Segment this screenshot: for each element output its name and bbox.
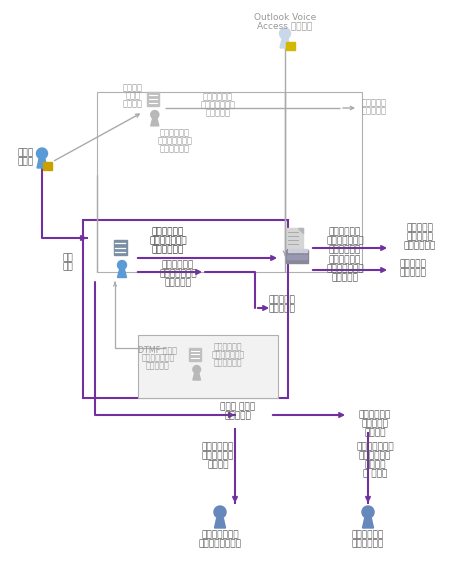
- Circle shape: [151, 110, 159, 118]
- Text: されていない: されていない: [329, 246, 361, 255]
- Text: ルバックを備え: ルバックを備え: [141, 354, 175, 362]
- Text: の呼び出し: の呼び出し: [407, 232, 433, 242]
- Text: 音声: 音声: [63, 254, 74, 263]
- Bar: [298, 249, 302, 252]
- Text: 内線番号が構成: 内線番号が構成: [201, 101, 235, 109]
- Bar: [286, 250, 308, 263]
- Bar: [83, 220, 288, 398]
- Bar: [293, 249, 297, 252]
- Text: オペレータの: オペレータの: [152, 228, 184, 236]
- Circle shape: [362, 506, 374, 518]
- Circle shape: [193, 366, 201, 373]
- Text: 内線番号が構成: 内線番号が構成: [326, 236, 364, 246]
- Text: にダイヤル: にダイヤル: [400, 269, 427, 278]
- Text: オペレータの: オペレータの: [160, 128, 190, 137]
- Text: 内線番号が構成: 内線番号が構成: [212, 351, 244, 359]
- Text: 発信者がボイス: 発信者がボイス: [356, 443, 394, 451]
- Bar: [43, 162, 52, 170]
- Text: ０ を押す: ０ を押す: [363, 470, 387, 478]
- Polygon shape: [37, 159, 47, 168]
- Text: DTMF フォー: DTMF フォー: [138, 346, 177, 355]
- Text: 発信者がボイス: 発信者がボイス: [201, 531, 239, 539]
- Text: 発信者から: 発信者から: [407, 224, 433, 232]
- Text: されている: されている: [332, 274, 358, 282]
- Text: オペレータの: オペレータの: [329, 255, 361, 264]
- Bar: [97, 92, 362, 272]
- Text: されている: されている: [206, 109, 230, 117]
- Text: タが構成さ: タが構成さ: [361, 420, 388, 428]
- Text: ボイス メール: ボイス メール: [220, 402, 255, 412]
- Text: されていない: されていない: [214, 358, 242, 367]
- Text: 発信者: 発信者: [18, 158, 34, 167]
- Text: にダイヤル: にダイヤル: [362, 106, 387, 116]
- Bar: [147, 92, 159, 105]
- Circle shape: [37, 148, 48, 159]
- Text: れている: れている: [364, 428, 386, 438]
- Text: の案内応答: の案内応答: [224, 412, 251, 420]
- Circle shape: [280, 28, 291, 39]
- Text: 内線番号が構成: 内線番号が構成: [159, 270, 197, 278]
- Bar: [113, 240, 127, 255]
- Polygon shape: [280, 39, 290, 48]
- Text: 音声認識: 音声認識: [123, 83, 143, 93]
- Polygon shape: [214, 518, 225, 528]
- Text: オペレータの: オペレータの: [162, 260, 194, 270]
- Text: 内線番号が構成: 内線番号が構成: [149, 236, 187, 246]
- Bar: [287, 255, 307, 259]
- Polygon shape: [151, 118, 159, 126]
- Text: が有効: が有効: [126, 91, 140, 101]
- Text: ではない: ではない: [123, 99, 143, 109]
- Polygon shape: [362, 518, 373, 528]
- Text: 内線番号が構成: 内線番号が構成: [326, 264, 364, 274]
- Text: にダイヤル: にダイヤル: [269, 305, 295, 313]
- Bar: [138, 335, 278, 398]
- Text: オペレータ: オペレータ: [269, 296, 295, 305]
- Text: オペレータ: オペレータ: [400, 259, 427, 269]
- Text: オペレータ: オペレータ: [362, 98, 387, 108]
- Text: Outlook Voice: Outlook Voice: [254, 13, 316, 22]
- Circle shape: [214, 506, 226, 518]
- Text: た音声認識: た音声認識: [146, 362, 170, 370]
- Polygon shape: [193, 373, 201, 380]
- Text: 個人オペレー: 個人オペレー: [359, 411, 391, 420]
- Text: オペレータの: オペレータの: [329, 228, 361, 236]
- Bar: [285, 228, 303, 248]
- Text: ていない: ていない: [207, 461, 229, 470]
- Bar: [286, 42, 295, 50]
- Text: オペレータの: オペレータの: [203, 93, 233, 102]
- Text: オペレータの: オペレータの: [214, 343, 242, 351]
- Text: 個人オペレー: 個人オペレー: [352, 531, 384, 539]
- Text: メールの案内: メールの案内: [359, 451, 391, 461]
- Text: タが構成され: タが構成され: [202, 451, 234, 461]
- Text: が切断される: が切断される: [404, 242, 436, 251]
- Text: Access ユーザー: Access ユーザー: [257, 21, 313, 30]
- Text: 内線番号が構成: 内線番号が構成: [158, 136, 192, 145]
- Text: メッセージを残す: メッセージを残す: [198, 539, 241, 549]
- Polygon shape: [117, 270, 127, 278]
- Text: 個人オペレー: 個人オペレー: [202, 443, 234, 451]
- Text: 認識: 認識: [63, 263, 74, 271]
- Text: されていない: されていない: [160, 144, 190, 154]
- Text: タにダイヤル: タにダイヤル: [352, 539, 384, 549]
- Bar: [288, 249, 292, 252]
- Bar: [190, 348, 201, 361]
- Text: されている: されている: [165, 278, 191, 288]
- Text: 匿名の: 匿名の: [18, 148, 34, 158]
- Polygon shape: [298, 228, 303, 233]
- Text: 応答中に: 応答中に: [364, 461, 386, 470]
- Circle shape: [117, 260, 127, 270]
- Text: されていない: されていない: [152, 246, 184, 255]
- Bar: [303, 249, 307, 252]
